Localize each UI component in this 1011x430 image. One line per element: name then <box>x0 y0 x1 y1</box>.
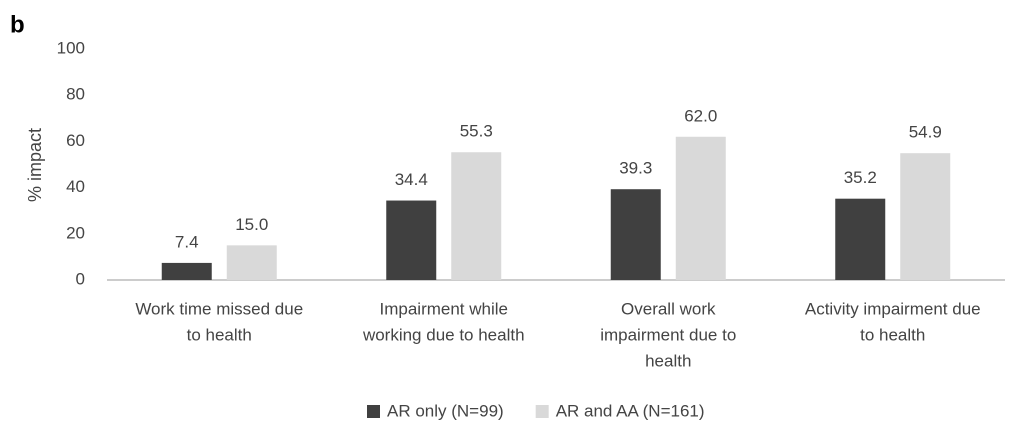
legend-label: AR only (N=99) <box>387 401 504 420</box>
bar <box>610 189 661 280</box>
value-label: 34.4 <box>395 170 428 189</box>
value-label: 7.4 <box>175 232 199 251</box>
panel-label: b <box>10 11 25 38</box>
value-label: 55.3 <box>460 122 493 141</box>
y-tick-label: 60 <box>66 131 85 150</box>
value-label: 62.0 <box>684 106 717 125</box>
y-tick-label: 80 <box>66 85 85 104</box>
legend-swatch <box>367 405 380 418</box>
bar <box>226 245 277 280</box>
x-tick-label: health <box>645 351 691 370</box>
bar <box>675 136 726 280</box>
x-tick-label: impairment due to <box>600 325 736 344</box>
x-tick-label: Activity impairment due <box>805 299 981 318</box>
value-label: 54.9 <box>909 123 942 142</box>
bar <box>451 152 502 280</box>
y-axis-title: % impact <box>25 128 45 202</box>
bar <box>835 198 886 280</box>
value-label: 15.0 <box>235 215 268 234</box>
x-tick-label: Work time missed due <box>135 299 303 318</box>
bar <box>900 153 951 280</box>
legend-label: AR and AA (N=161) <box>556 401 705 420</box>
value-label: 35.2 <box>844 168 877 187</box>
bar <box>161 262 212 280</box>
y-tick-label: 0 <box>76 269 85 288</box>
legend-swatch <box>535 405 549 418</box>
y-tick-label: 100 <box>57 38 85 57</box>
x-tick-label: to health <box>187 325 252 344</box>
value-label: 39.3 <box>619 159 652 178</box>
x-tick-label: Overall work <box>621 299 716 318</box>
y-tick-label: 40 <box>66 177 85 196</box>
bar <box>386 200 437 280</box>
x-tick-label: working due to health <box>362 325 525 344</box>
x-tick-label: to health <box>860 325 925 344</box>
x-tick-label: Impairment while <box>380 299 509 318</box>
y-tick-label: 20 <box>66 223 85 242</box>
